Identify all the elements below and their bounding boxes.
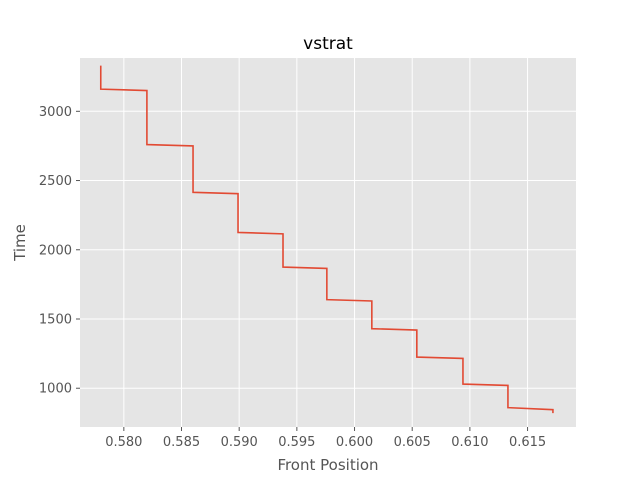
x-tick-label: 0.600 <box>336 435 373 450</box>
x-tick-label: 0.615 <box>509 435 546 450</box>
series-line <box>99 65 554 414</box>
series-layer <box>99 65 554 414</box>
y-tick-label: 2500 <box>39 174 72 189</box>
y-tick-label: 1500 <box>39 313 72 328</box>
grid-layer <box>80 58 576 427</box>
y-tick-label: 2000 <box>39 243 72 258</box>
x-axis-ticks: 0.580 0.585 0.590 0.595 0.600 0.605 0.610 0.615 <box>105 427 546 450</box>
chart-title: vstrat <box>303 34 353 54</box>
x-tick-label: 0.590 <box>221 435 258 450</box>
plot-background <box>80 58 576 427</box>
x-tick-label: 0.580 <box>105 435 142 450</box>
x-tick-label: 0.610 <box>451 435 488 450</box>
y-axis-label: Time <box>11 224 29 262</box>
y-tick-label: 3000 <box>39 105 72 120</box>
x-axis-label: Front Position <box>277 456 378 474</box>
x-tick-label: 0.585 <box>163 435 200 450</box>
y-axis-ticks: 1000 1500 2000 2500 3000 <box>39 105 80 397</box>
y-tick-label: 1000 <box>39 382 72 397</box>
x-tick-label: 0.605 <box>394 435 431 450</box>
x-tick-label: 0.595 <box>278 435 315 450</box>
